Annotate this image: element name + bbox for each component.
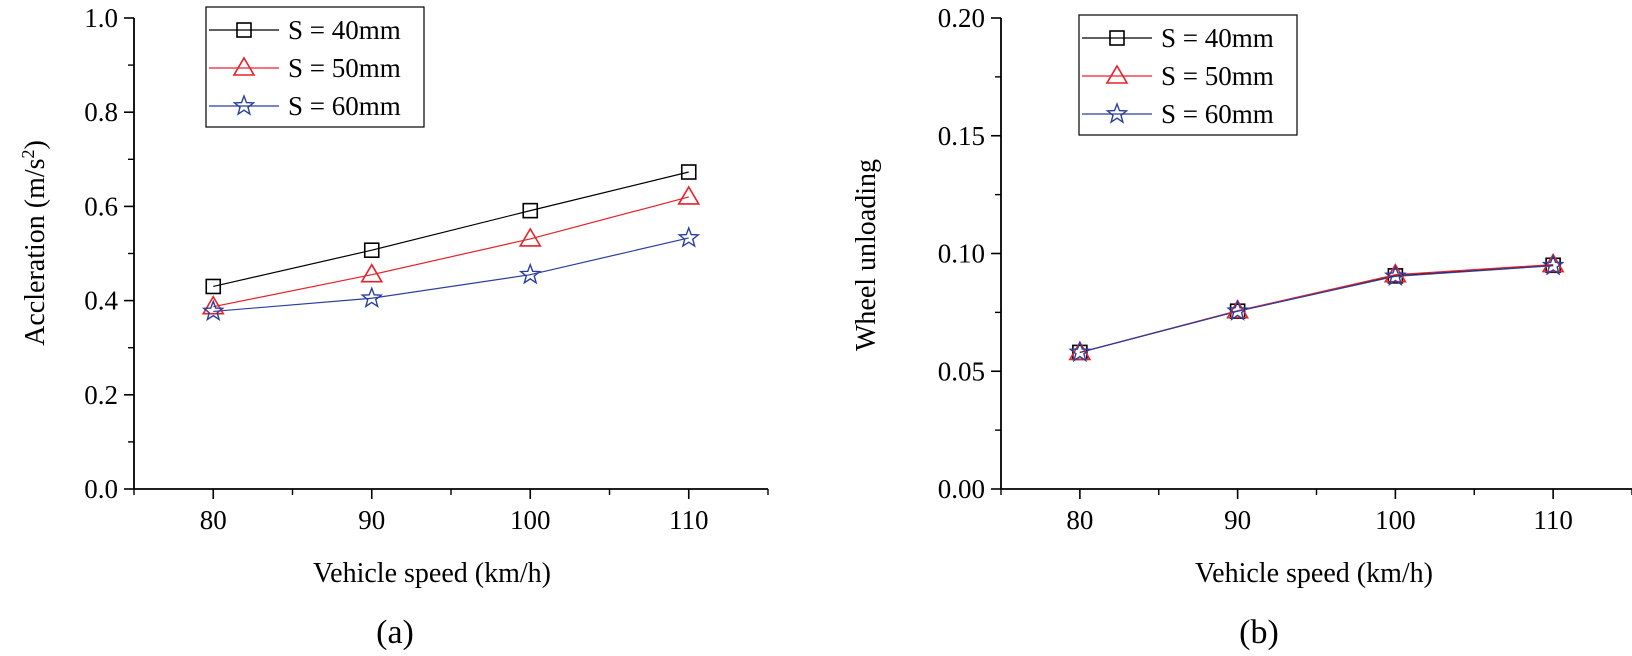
acceleration-legend-marker-s40 [236, 22, 252, 38]
panel-a: 0.0 0.2 0.4 0.6 0.8 1.0 80 90 100 110 Accleration… [18, 3, 769, 651]
unloading-y-tick-label: 0.05 [938, 356, 985, 386]
acceleration-legend: S = 40mm S = 50mm S = 60mm [205, 6, 425, 128]
acceleration-y-title-sup: 2 [18, 149, 38, 158]
unloading-y-tick-label: 0.00 [938, 474, 985, 504]
acceleration-series-line-s60 [213, 237, 689, 313]
unloading-point-s60 [1541, 253, 1565, 276]
acceleration-x-tick-label: 80 [200, 505, 227, 535]
acceleration-legend-label-s60: S = 60mm [288, 91, 401, 121]
unloading-legend-marker-s60 [1105, 102, 1129, 124]
acceleration-y-title-end: ) [20, 140, 51, 149]
acceleration-series-line-s40 [213, 171, 689, 288]
acceleration-series [201, 164, 701, 322]
acceleration-y-tick-label: 0.6 [84, 191, 118, 221]
unloading-legend: S = 40mm S = 50mm S = 60mm [1078, 14, 1298, 136]
unloading-y-axis-title: Wheel unloading [851, 159, 882, 351]
acceleration-y-title-main: Accleration (m/s [20, 158, 51, 345]
unloading-y-tick-label: 0.10 [938, 239, 985, 269]
panel-b: 0.00 0.05 0.10 0.15 0.20 80 90 100 110 Wheel unl… [851, 3, 1632, 651]
acceleration-x-tick-label: 110 [669, 505, 709, 535]
acceleration-y-tick-label: 0.4 [84, 286, 118, 316]
acceleration-legend-marker-s50 [232, 56, 256, 76]
panel-b-label: (b) [1239, 614, 1279, 651]
unloading-x-tick-label: 110 [1533, 505, 1573, 535]
acceleration-y-tick-label: 0.0 [84, 474, 118, 504]
unloading-y-tick-label: 0.20 [938, 3, 985, 33]
unloading-legend-box [1078, 14, 1298, 136]
unloading-legend-label-s40: S = 40mm [1161, 23, 1274, 53]
acceleration-y-tick-label: 1.0 [84, 3, 118, 33]
acceleration-legend-marker-s60 [232, 94, 256, 116]
acceleration-point-s60 [677, 225, 701, 248]
unloading-legend-marker-s50 [1105, 64, 1129, 84]
acceleration-series-line-s50 [213, 196, 689, 308]
acceleration-point-s40 [363, 242, 380, 259]
acceleration-point-s50 [677, 185, 701, 205]
acceleration-point-s60 [360, 286, 384, 308]
acceleration-point-s40 [205, 278, 222, 295]
unloading-point-s60 [1226, 299, 1250, 321]
acceleration-x-tick-label: 100 [510, 505, 551, 535]
unloading-axes: 0.00 0.05 0.10 0.15 0.20 80 90 100 110 [938, 3, 1632, 535]
acceleration-legend-box [205, 6, 425, 128]
unloading-y-tick-label: 0.15 [938, 121, 985, 151]
acceleration-legend-label-s40: S = 40mm [288, 15, 401, 45]
unloading-x-tick-label: 80 [1066, 505, 1093, 535]
unloading-point-s60 [1068, 340, 1092, 363]
acceleration-point-s40 [522, 202, 539, 219]
unloading-legend-marker-s40 [1109, 30, 1125, 46]
unloading-legend-label-s60: S = 60mm [1161, 99, 1274, 129]
unloading-series-line-s50 [1079, 263, 1554, 353]
acceleration-x-axis-title: Vehicle speed (km/h) [313, 558, 551, 589]
panel-a-label: (a) [376, 614, 414, 651]
acceleration-y-axis-title: Accleration (m/s2) [18, 140, 51, 346]
acceleration-point-s60 [518, 262, 542, 285]
unloading-point-s50 [1068, 340, 1092, 361]
acceleration-point-s50 [360, 263, 384, 283]
acceleration-point-s40 [680, 164, 697, 180]
unloading-series [1068, 252, 1565, 363]
unloading-point-s60 [1383, 264, 1407, 287]
unloading-legend-label-s50: S = 50mm [1161, 61, 1274, 91]
unloading-x-axis-title: Vehicle speed (km/h) [1195, 558, 1433, 589]
unloading-x-tick-label: 100 [1375, 505, 1416, 535]
unloading-series-line-s60 [1079, 265, 1554, 353]
unloading-series-line-s40 [1079, 264, 1554, 353]
acceleration-point-s50 [518, 227, 542, 247]
acceleration-axes: 0.0 0.2 0.4 0.6 0.8 1.0 80 90 100 110 [84, 3, 769, 535]
acceleration-point-s60 [201, 299, 225, 322]
unloading-x-tick-label: 90 [1224, 505, 1251, 535]
acceleration-y-tick-label: 0.8 [84, 97, 118, 127]
acceleration-y-tick-label: 0.2 [84, 380, 118, 410]
acceleration-legend-label-s50: S = 50mm [288, 53, 401, 83]
acceleration-point-s50 [201, 295, 225, 315]
acceleration-x-tick-label: 90 [358, 505, 385, 535]
unloading-point-s50 [1226, 299, 1250, 319]
